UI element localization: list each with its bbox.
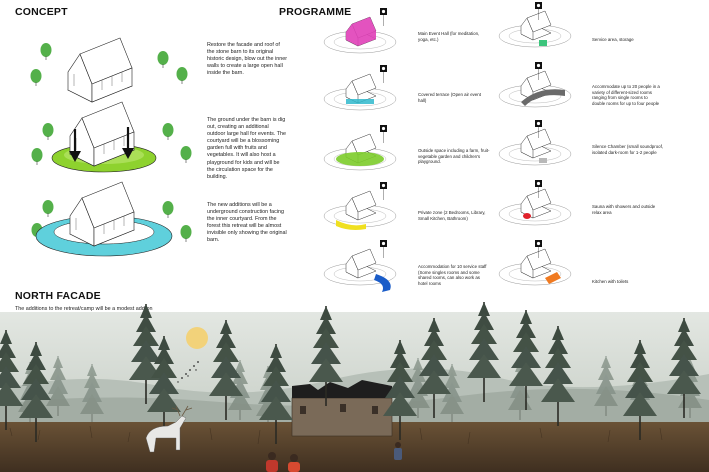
- people: [266, 442, 402, 472]
- programme-6-text: Silence Chamber (small soundproof, isola…: [592, 144, 664, 155]
- programme-3-text: Covered terrace (Open air event hall): [418, 92, 481, 103]
- programme-diagram-7: [323, 182, 397, 230]
- programme-1-text: Main Event Hall (for meditation, yoga, e…: [418, 31, 480, 42]
- programme-diagram-9: [323, 240, 397, 292]
- concept-2-text: The ground under the barn is dig out, cr…: [207, 117, 287, 180]
- programme-5-text: Outside space including a farm, fruit-ve…: [418, 148, 490, 165]
- concept-1-text: Restore the facade and roof of the stone…: [207, 42, 288, 77]
- programme-8-text: Sauna with showers and outside relax are…: [592, 204, 656, 215]
- garden-icon: [380, 125, 387, 132]
- concept-2-diagram: [31, 101, 192, 173]
- programme-diagram-1: [323, 8, 397, 54]
- concept-3-text: The new additions will be a underground …: [207, 202, 287, 244]
- programme-diagram-3: [323, 65, 397, 111]
- programme-diagram-2: [498, 2, 572, 48]
- programme-diagram-8: [498, 180, 572, 226]
- concept-3-diagram: [31, 181, 192, 257]
- programme-7-text: Private zone (2 Bedrooms, Library, Small…: [418, 210, 486, 221]
- programme-4-text: Accommodate up to 20 people in a variety…: [592, 84, 660, 107]
- programme-diagram-4: [498, 62, 572, 108]
- concept-heading: CONCEPT: [15, 6, 68, 18]
- bed-icon: [535, 62, 542, 69]
- programme-diagram-10: [498, 240, 572, 286]
- private-icon: [380, 182, 387, 189]
- kitchen-icon: [535, 240, 542, 247]
- stone-barn: [291, 380, 393, 437]
- deer: [145, 405, 193, 453]
- terrace-icon: [380, 65, 387, 72]
- sun-icon: [186, 327, 208, 349]
- programme-10-text: Kitchen with toilets: [592, 279, 629, 284]
- meditation-icon: [380, 8, 387, 15]
- key-icon: [535, 2, 542, 9]
- sauna-icon: [535, 180, 542, 187]
- programme-heading: PROGRAMME: [279, 6, 352, 18]
- programme-9-text: Accommodation for 10 service staff (Some…: [418, 264, 487, 287]
- north-facade-scene: [0, 301, 709, 472]
- silence-icon: [535, 120, 542, 127]
- north-facade-heading: NORTH FACADE: [15, 290, 101, 302]
- programme-diagram-5: [323, 125, 397, 171]
- bird-flock: [177, 361, 199, 383]
- programme-2-text: Service area, storage: [592, 37, 634, 42]
- programme-diagram-6: [498, 120, 572, 166]
- staff-icon: [380, 240, 387, 247]
